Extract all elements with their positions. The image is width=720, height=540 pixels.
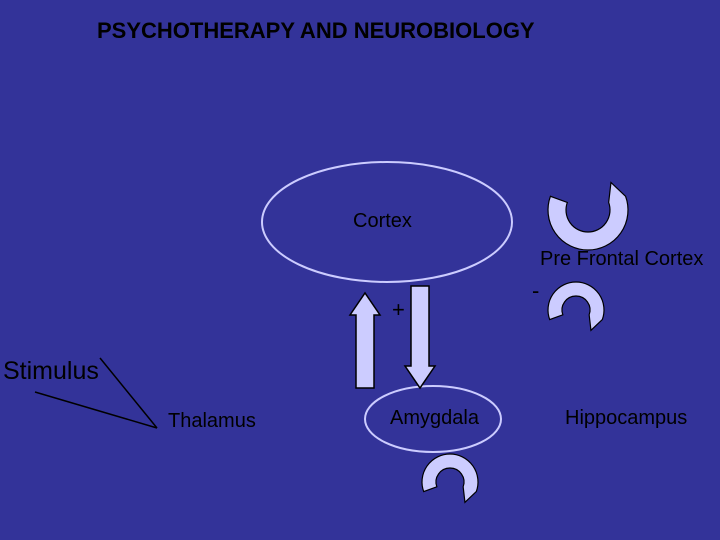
block-arrow-up <box>350 293 380 388</box>
hippocampus-label: Hippocampus <box>565 407 687 430</box>
block-arrow-down <box>405 286 435 388</box>
stimulus-label: Stimulus <box>3 357 99 386</box>
plus-label: + <box>392 297 405 323</box>
amygdala-label: Amygdala <box>390 407 479 430</box>
stimulus-line-0 <box>35 392 157 428</box>
curved-arrow-top <box>548 182 628 250</box>
pfc-label: Pre Frontal Cortex <box>540 248 703 271</box>
thalamus-label: Thalamus <box>168 410 256 433</box>
slide-title: PSYCHOTHERAPY AND NEUROBIOLOGY <box>97 18 535 44</box>
stimulus-line-1 <box>100 358 157 428</box>
minus-label: - <box>532 278 539 304</box>
cortex-label: Cortex <box>353 210 412 233</box>
curved-arrow-middle <box>548 282 604 330</box>
curved-arrow-bottom <box>422 454 478 502</box>
